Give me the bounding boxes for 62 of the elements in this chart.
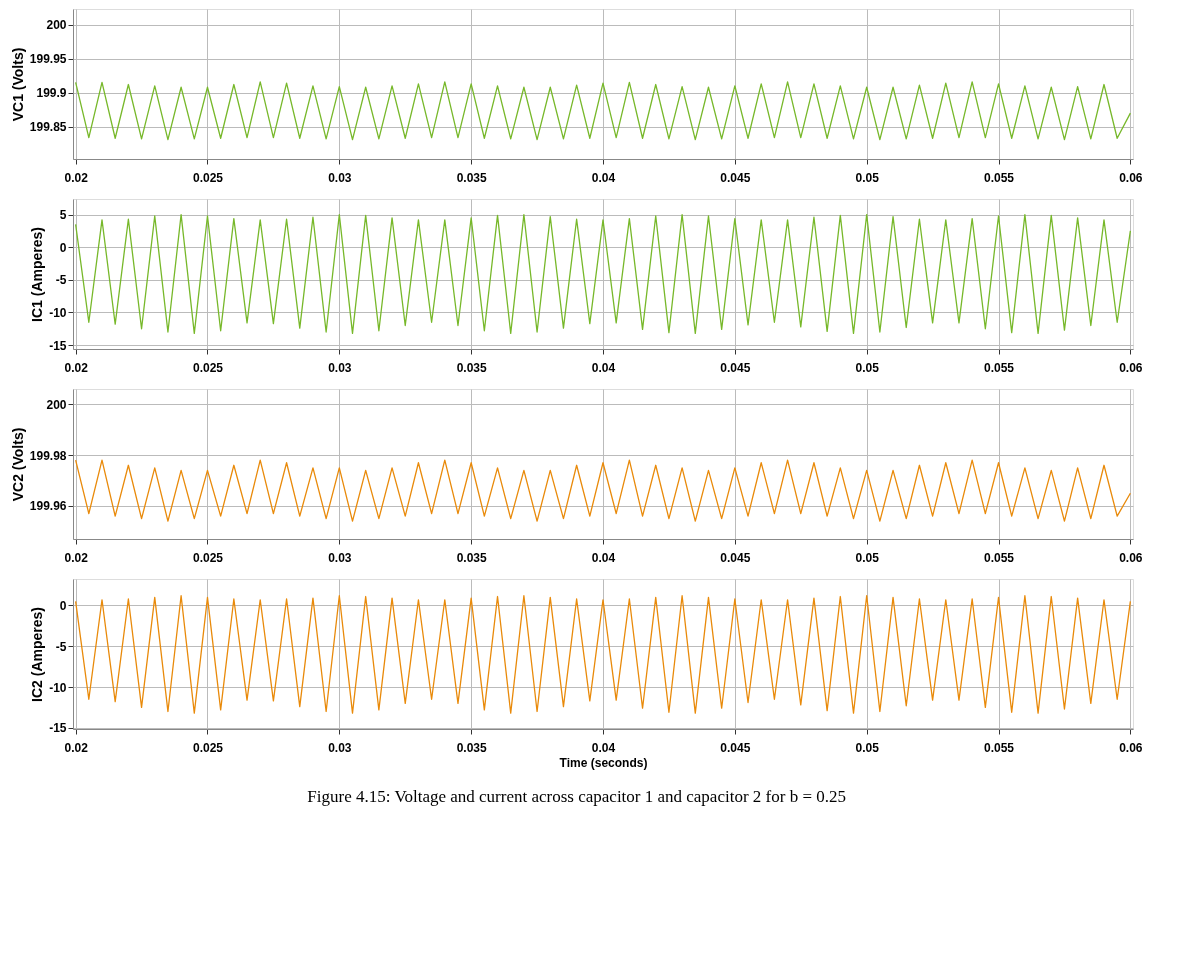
line-series	[74, 81, 1132, 141]
y-axis-title: VC1 (Volts)	[9, 47, 26, 122]
x-tick-label: 0.035	[456, 740, 487, 755]
y-tick-label: -10	[49, 305, 67, 320]
x-tick-label: 0.04	[591, 360, 616, 375]
x-tick-label: 0.045	[720, 550, 751, 565]
y-tick-label: 0	[59, 240, 67, 255]
x-tick-label: 0.05	[855, 740, 880, 755]
line-series	[74, 595, 1132, 714]
x-tick-label: 0.055	[984, 170, 1015, 185]
x-tick-label: 0.025	[192, 170, 224, 185]
y-axis-title: IC2 (Amperes)	[29, 607, 46, 702]
y-tick-label: 200	[46, 397, 67, 412]
x-tick-label: 0.055	[984, 360, 1015, 375]
x-tick-label: 0.03	[328, 170, 352, 185]
x-tick-label: 0.045	[720, 360, 751, 375]
x-tick-label: 0.035	[456, 170, 487, 185]
x-tick-label: 0.06	[1119, 550, 1143, 565]
y-axis-title: IC1 (Amperes)	[29, 227, 46, 322]
x-tick-label: 0.03	[328, 550, 352, 565]
x-tick-label: 0.05	[855, 550, 880, 565]
x-tick-label: 0.02	[64, 360, 89, 375]
x-tick-label: 0.04	[591, 170, 616, 185]
x-tick-label: 0.02	[64, 550, 89, 565]
y-axis-title: VC2 (Volts)	[9, 427, 26, 502]
line-series	[74, 459, 1132, 522]
x-tick-label: 0.02	[64, 170, 89, 185]
x-tick-label: 0.02	[64, 740, 89, 755]
y-tick-label: -10	[49, 680, 67, 695]
x-tick-label: 0.04	[591, 740, 616, 755]
line-series	[74, 214, 1132, 334]
x-tick-label: 0.045	[720, 740, 751, 755]
y-tick-label: 199.98	[29, 448, 67, 463]
x-tick-label: 0.025	[192, 740, 224, 755]
y-tick-label: 199.85	[29, 120, 67, 135]
y-tick-label: 199.9	[36, 86, 67, 101]
y-tick-label: 199.95	[29, 52, 67, 67]
y-tick-label: 5	[59, 208, 67, 223]
x-tick-label: 0.035	[456, 360, 487, 375]
x-tick-label: 0.05	[855, 360, 880, 375]
y-tick-label: 200	[46, 18, 67, 33]
x-tick-label: 0.03	[328, 360, 352, 375]
x-tick-label: 0.06	[1119, 170, 1143, 185]
y-tick-label: 199.96	[29, 499, 67, 514]
x-tick-label: 0.06	[1119, 740, 1143, 755]
y-tick-label: -5	[55, 639, 67, 654]
x-tick-label: 0.055	[984, 550, 1015, 565]
x-tick-label: 0.06	[1119, 360, 1143, 375]
x-axis-title: Time (seconds)	[559, 755, 648, 770]
y-tick-label: -15	[49, 721, 67, 736]
x-tick-label: 0.055	[984, 740, 1015, 755]
x-tick-label: 0.025	[192, 550, 224, 565]
x-tick-label: 0.035	[456, 550, 487, 565]
y-tick-label: -5	[55, 273, 67, 288]
x-tick-label: 0.04	[591, 550, 616, 565]
x-tick-label: 0.03	[328, 740, 352, 755]
caption: Figure 4.15: Voltage and current across capacitor 1 and capacitor 2 for b = 0.25	[307, 786, 846, 806]
x-tick-label: 0.025	[192, 360, 224, 375]
x-tick-label: 0.05	[855, 170, 880, 185]
y-tick-label: 0	[59, 598, 67, 613]
y-tick-label: -15	[49, 338, 67, 353]
x-tick-label: 0.045	[720, 170, 751, 185]
